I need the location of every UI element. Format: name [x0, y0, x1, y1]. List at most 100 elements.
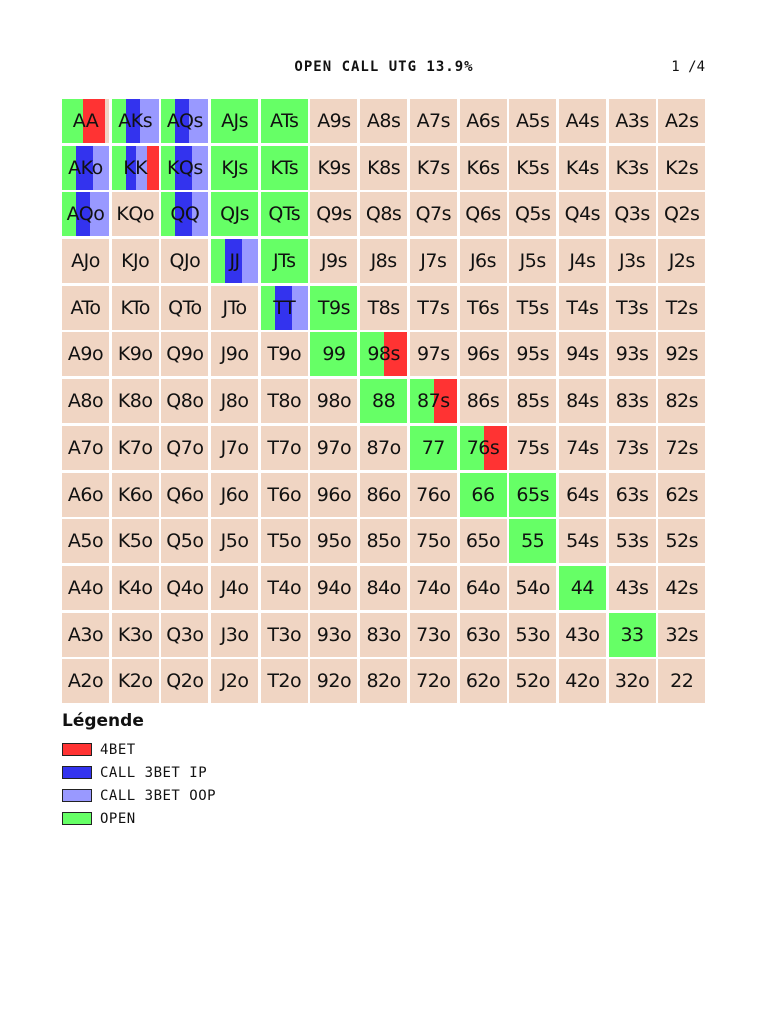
action-fill-call-3bet-ip [175, 192, 193, 237]
legend-item: CALL 3BET OOP [62, 784, 216, 807]
hand-cell: J3s [608, 239, 656, 284]
hand-cell: A3s [608, 99, 656, 143]
hand-label: 52o [515, 670, 551, 693]
action-fill-4bet [433, 379, 457, 424]
hand-label: T2o [267, 670, 302, 693]
hand-label: A5o [67, 530, 104, 553]
hand-label: K4s [565, 156, 599, 179]
hand-cell: 72s [658, 425, 706, 470]
hand-cell: 63o [459, 612, 507, 657]
hand-cell: 83s [608, 379, 656, 424]
action-fill-call-3bet-ip [175, 99, 191, 143]
hand-label: 97o [316, 436, 352, 459]
hand-cell: J9o [211, 332, 259, 377]
hand-label: AKs [118, 110, 153, 132]
hand-cell: T8s [360, 285, 408, 330]
hand-label: J3s [619, 250, 646, 273]
hand-label: 85s [516, 390, 549, 413]
hand-label: KQs [166, 156, 203, 179]
hand-label: J6o [220, 483, 249, 506]
hand-cell: 96s [459, 332, 507, 377]
hand-cell: 32o [608, 659, 656, 704]
hand-label: 63s [615, 483, 649, 506]
hand-cell: T7s [409, 285, 457, 330]
hand-label: T7s [417, 296, 450, 319]
hand-cell: J7o [211, 425, 259, 470]
hand-cell: K8s [360, 145, 408, 190]
legend-item: OPEN [62, 807, 216, 830]
hand-label: Q4s [564, 203, 601, 226]
hand-label: Q6s [465, 203, 501, 226]
action-fill-call-3bet-ip [125, 99, 141, 143]
hand-cell: J5o [211, 519, 259, 564]
hand-cell: A8o [62, 379, 109, 424]
hand-cell: T4o [260, 565, 308, 610]
hand-label: J2s [668, 250, 696, 273]
action-fill-call-3bet-oop [192, 145, 209, 190]
hand-cell: J8o [211, 379, 259, 424]
hand-cell: K7s [409, 145, 457, 190]
hand-label: 96s [466, 343, 500, 366]
hand-label: Q9s [316, 203, 352, 226]
hand-label: 55 [521, 530, 545, 553]
hand-label: K3o [117, 623, 153, 646]
legend-item: CALL 3BET IP [62, 761, 216, 784]
action-fill-call-3bet-ip [76, 145, 93, 190]
hand-cell: JTo [211, 285, 259, 330]
hand-label: K2o [117, 670, 153, 693]
hand-cell: 95o [310, 519, 358, 564]
hand-label: K6s [466, 156, 500, 179]
hand-cell: Q9s [310, 192, 358, 237]
hand-cell: Q5o [161, 519, 209, 564]
hand-cell: T9s [310, 285, 358, 330]
hand-label: 54o [515, 576, 551, 599]
hand-label: J8s [370, 250, 398, 273]
hand-label: Q2s [664, 203, 700, 226]
hand-label: T5o [267, 530, 302, 553]
hand-cell: 54s [558, 519, 606, 564]
action-fill-open [111, 99, 127, 143]
hand-cell: Q9o [161, 332, 209, 377]
hand-cell: Q7o [161, 425, 209, 470]
hand-label: QTs [268, 203, 301, 226]
hand-cell: Q2s [658, 192, 706, 237]
hand-cell: 99 [310, 332, 358, 377]
hand-cell: 52o [509, 659, 557, 704]
hand-label: J6s [469, 250, 497, 273]
action-fill-4bet [483, 425, 507, 470]
hand-label: K4o [117, 576, 153, 599]
hand-cell: J3o [211, 612, 259, 657]
hand-cell: T3o [260, 612, 308, 657]
hand-cell: A8s [360, 99, 408, 143]
hand-cell: 94o [310, 565, 358, 610]
hand-label: 44 [570, 576, 595, 599]
hand-label: JTs [273, 250, 296, 273]
hand-cell: A7s [409, 99, 457, 143]
hand-label: AQs [166, 110, 204, 132]
hand-cell: 43s [608, 565, 656, 610]
hand-label: 92s [665, 343, 699, 366]
legend-label: CALL 3BET IP [100, 764, 208, 781]
legend-label: 4BET [100, 741, 136, 758]
hand-label: JJ [229, 250, 240, 273]
hand-cell: J2o [211, 659, 259, 704]
hand-cell: A9o [62, 332, 109, 377]
hand-cell: 55 [509, 519, 557, 564]
hand-label: K5o [117, 530, 153, 553]
hand-label: 33 [620, 623, 644, 646]
hand-cell: Q6s [459, 192, 507, 237]
hand-cell: 74s [558, 425, 606, 470]
hand-cell: K9s [310, 145, 358, 190]
hand-cell: 22 [658, 659, 706, 704]
hand-label: 52s [665, 530, 699, 553]
hand-cell: 85s [509, 379, 557, 424]
hand-cell: J8s [360, 239, 408, 284]
hand-cell: 97s [409, 332, 457, 377]
hand-cell: 87o [360, 425, 408, 470]
hand-cell: QJs [211, 192, 259, 237]
hand-label: 82s [665, 390, 699, 413]
hand-label: 94s [566, 343, 599, 366]
hand-cell: 75s [509, 425, 557, 470]
hand-label: Q6o [166, 483, 204, 506]
hand-label: 32o [614, 670, 650, 693]
